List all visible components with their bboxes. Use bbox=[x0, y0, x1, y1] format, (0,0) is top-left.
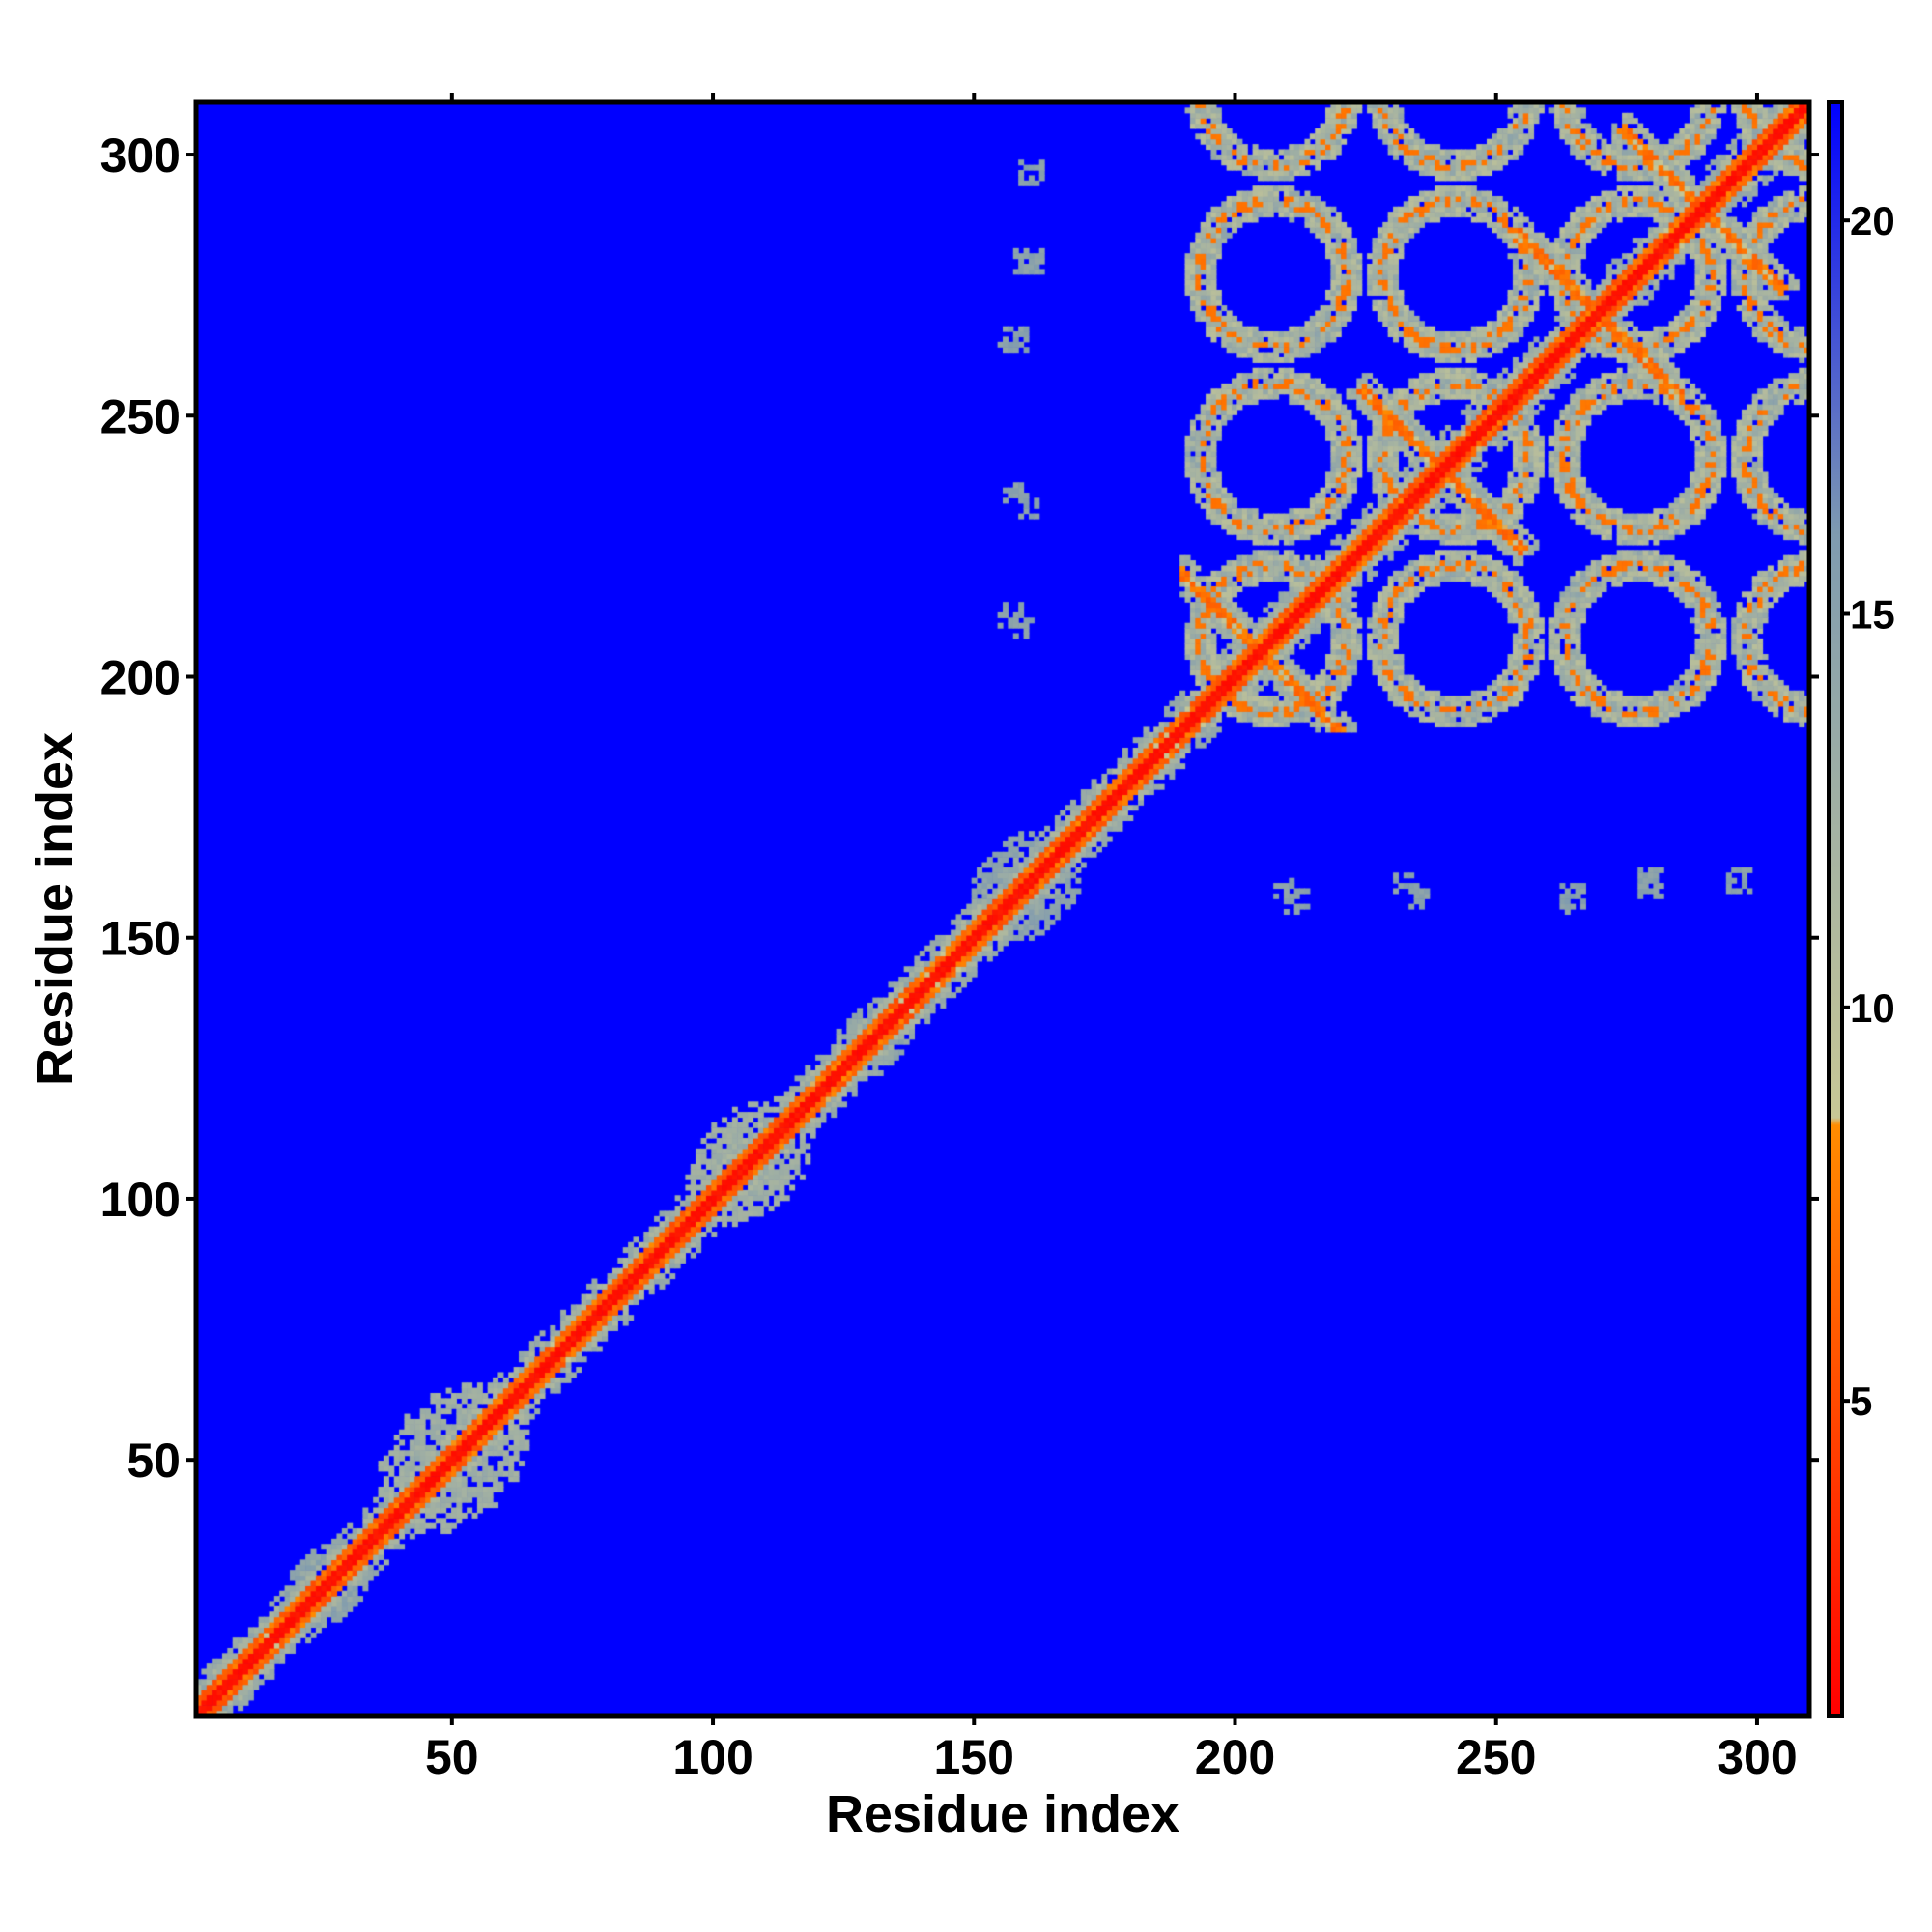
y-tick-label: 50 bbox=[127, 1434, 181, 1488]
colorbar: 5 10 15 20 bbox=[1827, 100, 1895, 1718]
x-axis: 50 100 150 200 250 300 bbox=[425, 1716, 1798, 1784]
right-axis bbox=[1809, 153, 1819, 1463]
plot-frame bbox=[193, 99, 1812, 1719]
y-tick-label: 200 bbox=[100, 650, 181, 704]
heatmap-plot-area bbox=[193, 99, 1812, 1719]
x-tick-label: 300 bbox=[1717, 1730, 1797, 1784]
x-tick-label: 200 bbox=[1195, 1730, 1275, 1784]
colorbar-tick-label: 5 bbox=[1850, 1378, 1872, 1424]
colorbar-tick-label: 10 bbox=[1850, 985, 1895, 1031]
y-tick-label: 150 bbox=[100, 912, 181, 966]
x-tick-label: 150 bbox=[934, 1730, 1014, 1784]
y-axis-title: Residue index bbox=[26, 732, 84, 1086]
y-tick-label: 100 bbox=[100, 1173, 181, 1227]
x-tick-label: 50 bbox=[425, 1730, 479, 1784]
colorbar-tick-label: 20 bbox=[1850, 198, 1895, 243]
heatmap-cells bbox=[196, 102, 1809, 1716]
colorbar-gradient bbox=[1827, 100, 1844, 1718]
y-tick-label: 300 bbox=[100, 128, 181, 183]
x-tick-label: 100 bbox=[672, 1730, 753, 1784]
x-tick-label: 250 bbox=[1456, 1730, 1536, 1784]
colorbar-tick-label: 15 bbox=[1850, 592, 1895, 638]
x-axis-title: Residue index bbox=[826, 1785, 1179, 1843]
y-tick-label: 250 bbox=[100, 389, 181, 443]
y-axis: 50 100 150 200 250 300 bbox=[100, 128, 196, 1488]
colorbar-ticks: 5 10 15 20 bbox=[1842, 198, 1895, 1424]
top-axis bbox=[449, 93, 1759, 102]
